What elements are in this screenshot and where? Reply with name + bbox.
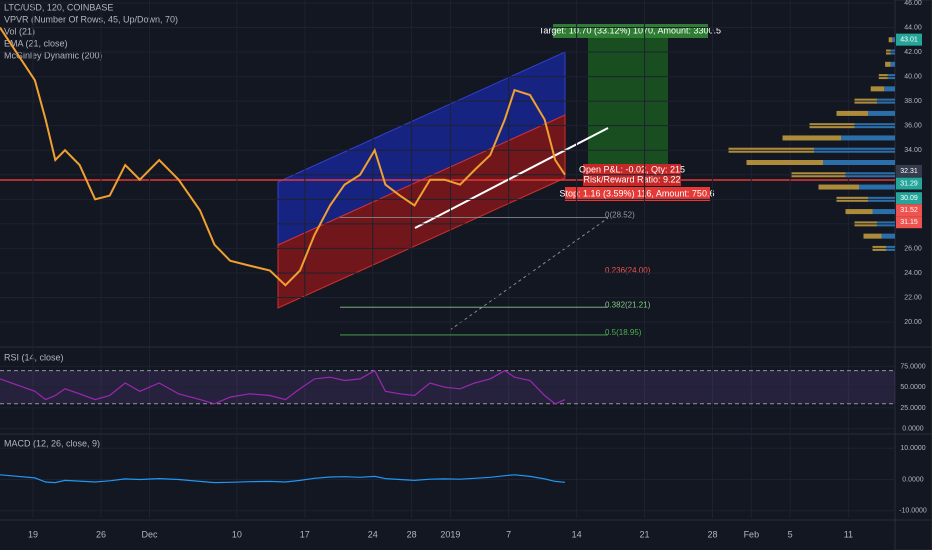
price-tag bbox=[896, 164, 922, 177]
series-line bbox=[0, 26, 566, 287]
y-tick-label: 0.0000 bbox=[902, 476, 924, 483]
y-tick-label: 36.00 bbox=[904, 123, 922, 130]
price-tag bbox=[896, 177, 922, 190]
vpvr-down bbox=[885, 61, 891, 67]
macd-title: MACD (12, 26, close, 9) bbox=[4, 438, 100, 448]
vpvr-down bbox=[870, 86, 885, 92]
fib-trend bbox=[449, 217, 609, 331]
risk-label: Risk/Reward Ratio: 9.22 bbox=[583, 174, 680, 184]
x-tick-label: 24 bbox=[368, 529, 378, 539]
price-tag-label: 31.29 bbox=[900, 180, 918, 187]
price-axis bbox=[894, 0, 932, 550]
y-tick-label: 44.00 bbox=[904, 24, 922, 31]
price-tag bbox=[896, 216, 922, 229]
x-tick-label: 2019 bbox=[440, 529, 460, 539]
indicator: EMA (21, close) bbox=[4, 38, 68, 48]
indicator: VPVR (Number Of Rows, 45, Up/Down, 70) bbox=[4, 14, 178, 24]
x-tick-label: 11 bbox=[844, 529, 853, 539]
x-tick-label: 5 bbox=[788, 529, 793, 539]
price-tag-label: 30.09 bbox=[900, 195, 918, 202]
y-tick-label: 50.0000 bbox=[900, 384, 925, 391]
x-tick-label: 26 bbox=[96, 529, 106, 539]
vpvr-up bbox=[890, 61, 895, 67]
y-tick-label: 42.00 bbox=[904, 49, 922, 56]
y-tick-label: 38.00 bbox=[904, 98, 922, 105]
vpvr-down bbox=[888, 37, 893, 43]
y-tick-label: 46.00 bbox=[904, 0, 922, 7]
price-tag-label: 32.31 bbox=[900, 168, 918, 175]
fib-label: 0(28.52) bbox=[605, 211, 635, 220]
vpvr-up bbox=[823, 159, 895, 165]
indicator: Vol (21) bbox=[4, 26, 35, 36]
price-tag-label: 31.52 bbox=[900, 207, 918, 214]
target-zone bbox=[588, 37, 668, 172]
price-tag-label: 43.01 bbox=[900, 36, 918, 43]
y-tick-label: -10.0000 bbox=[899, 508, 927, 515]
y-tick-label: 40.00 bbox=[904, 73, 922, 80]
vpvr-up bbox=[884, 86, 895, 92]
vpvr-down bbox=[746, 159, 823, 165]
series-line bbox=[0, 474, 566, 484]
vpvr-down bbox=[863, 233, 882, 239]
fib-label: 0.382(21.21) bbox=[605, 300, 651, 309]
y-tick-label: 34.00 bbox=[904, 147, 922, 154]
vpvr-up bbox=[872, 209, 895, 215]
x-tick-label: 21 bbox=[640, 529, 650, 539]
vpvr-down bbox=[818, 184, 859, 190]
fib-label: 0.236(24.00) bbox=[605, 266, 651, 275]
target-label: Target: 10.70 (33.12%) 1070, Amount: 330… bbox=[539, 25, 721, 35]
y-tick-label: 22.00 bbox=[904, 294, 922, 301]
price-tag bbox=[896, 192, 922, 205]
price-tag-label: 31.15 bbox=[900, 219, 918, 226]
series-line bbox=[0, 369, 566, 405]
x-tick-label: 10 bbox=[232, 529, 242, 539]
vpvr-down bbox=[836, 110, 868, 116]
y-tick-label: 24.00 bbox=[904, 270, 922, 277]
y-tick-label: 10.0000 bbox=[900, 445, 925, 452]
x-tick-label: 19 bbox=[28, 529, 38, 539]
y-tick-label: 25.0000 bbox=[900, 405, 925, 412]
rsi-title: RSI (14, close) bbox=[4, 352, 64, 362]
vpvr-up bbox=[868, 110, 895, 116]
vpvr-down bbox=[845, 209, 873, 215]
channel-lower bbox=[277, 114, 566, 309]
vpvr-up bbox=[892, 37, 895, 43]
vpvr-up bbox=[859, 184, 895, 190]
price-tag bbox=[896, 204, 922, 217]
vpvr-down bbox=[782, 135, 841, 141]
x-tick-label: Dec bbox=[141, 529, 158, 539]
x-tick-label: 28 bbox=[707, 529, 717, 539]
symbol-title: LTC/USD, 120, COINBASE bbox=[4, 2, 113, 12]
pnl-label: Open P&L: -0.02, Qty: 215 bbox=[579, 164, 685, 174]
stop-label: Stop: 1.16 (3.59%) 116, Amount: 750.6 bbox=[560, 188, 715, 198]
y-tick-label: 75.0000 bbox=[900, 363, 925, 370]
x-tick-label: Feb bbox=[744, 529, 760, 539]
price-tag bbox=[896, 33, 922, 46]
x-tick-label: 28 bbox=[407, 529, 417, 539]
x-tick-label: 17 bbox=[300, 529, 310, 539]
stop-box bbox=[565, 187, 710, 201]
vpvr-up bbox=[841, 135, 895, 141]
y-tick-label: 20.00 bbox=[904, 319, 922, 326]
fib-label: 0.5(18.95) bbox=[605, 328, 642, 337]
indicator: McGinley Dynamic (200) bbox=[4, 50, 103, 60]
trend-line bbox=[414, 127, 609, 229]
y-tick-label: 0.0000 bbox=[902, 426, 924, 433]
x-tick-label: 7 bbox=[506, 529, 511, 539]
vpvr-up bbox=[881, 233, 895, 239]
x-tick-label: 14 bbox=[572, 529, 582, 539]
y-tick-label: 26.00 bbox=[904, 245, 922, 252]
